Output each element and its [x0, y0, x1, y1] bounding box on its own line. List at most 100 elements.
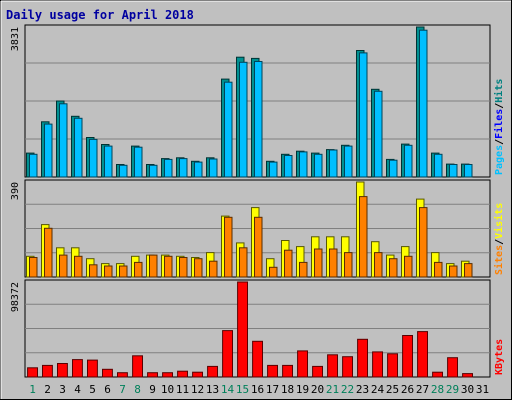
bar-kbytes-day-29 [447, 357, 459, 378]
bar-kbytes-day-22 [342, 356, 354, 378]
bar-kbytes-day-25 [387, 353, 399, 378]
bar-kbytes-day-15 [237, 281, 249, 378]
x-tick-label-day-29: 29 [446, 383, 459, 396]
bar-files-day-3 [59, 103, 68, 178]
bar-sites-day-19 [299, 261, 308, 278]
bar-sites-day-29 [449, 265, 458, 278]
bar-kbytes-day-20 [312, 365, 324, 378]
legend: KBytes [494, 339, 505, 375]
legend-item: Sites [493, 245, 505, 275]
panel-sites-visits: 390 Sites/Visits [10, 179, 505, 278]
x-tick-label-day-22: 22 [341, 383, 354, 396]
bar-sites-day-1 [29, 257, 38, 278]
bar-kbytes-day-27 [417, 331, 429, 378]
legend-item: KBytes [494, 339, 505, 375]
x-tick-label-day-25: 25 [386, 383, 399, 396]
bar-files-day-20 [314, 153, 323, 178]
bar-files-day-10 [164, 158, 173, 178]
bar-sites-day-17 [269, 266, 278, 278]
bar-files-day-12 [194, 161, 203, 178]
bar-kbytes-day-13 [207, 365, 219, 378]
chart-panels: 3831Pages/Files/Hits390Sites/Visits98372… [10, 24, 505, 378]
bar-files-day-13 [209, 158, 218, 178]
bar-kbytes-day-23 [357, 338, 369, 378]
legend-item: Hits [493, 79, 505, 103]
bar-kbytes-day-21 [327, 354, 339, 378]
bar-files-day-4 [74, 117, 83, 178]
bar-kbytes-day-6 [102, 368, 113, 378]
bar-kbytes-day-19 [297, 350, 309, 378]
bar-files-day-28 [434, 153, 443, 178]
x-tick-label-day-13: 13 [206, 383, 219, 396]
x-tick-label-day-8: 8 [134, 383, 141, 396]
bar-sites-day-3 [59, 254, 68, 278]
bar-kbytes-day-30 [462, 373, 474, 378]
x-tick-label-day-11: 11 [176, 383, 189, 396]
bar-sites-day-2 [44, 227, 53, 278]
bar-kbytes-day-8 [132, 355, 144, 378]
x-tick-label-day-20: 20 [311, 383, 324, 396]
panel-kbytes: 98372 KBytes [10, 279, 505, 378]
bar-files-day-1 [29, 153, 38, 178]
bar-kbytes-day-14 [222, 330, 234, 378]
bar-sites-day-27 [419, 207, 428, 278]
bar-sites-day-26 [404, 255, 413, 278]
bar-kbytes-day-9 [147, 372, 159, 378]
bar-sites-day-7 [119, 265, 128, 278]
x-tick-label-day-7: 7 [119, 383, 126, 396]
bar-kbytes-day-10 [162, 372, 174, 378]
bar-files-day-5 [89, 138, 98, 178]
bar-sites-day-14 [224, 216, 233, 278]
x-tick-label-day-26: 26 [401, 383, 414, 396]
x-tick-label-day-9: 9 [149, 383, 156, 396]
bar-kbytes-day-5 [87, 359, 98, 378]
bar-files-day-9 [149, 164, 158, 178]
y-max-label: 98372 [10, 282, 21, 312]
bar-sites-day-22 [344, 252, 353, 278]
legend-item: Pages [494, 145, 505, 175]
x-tick-label-day-31: 31 [476, 383, 489, 396]
bar-sites-day-12 [194, 258, 203, 278]
bar-files-day-26 [404, 144, 413, 178]
legend-item: Files [493, 109, 505, 139]
legend-separator: / [494, 139, 505, 145]
x-tick-label-day-27: 27 [416, 383, 429, 396]
bar-sites-day-15 [239, 247, 248, 278]
x-tick-label-day-4: 4 [74, 383, 81, 396]
bar-sites-day-6 [104, 265, 113, 278]
bar-sites-day-21 [329, 248, 338, 278]
bar-sites-day-28 [434, 261, 443, 278]
bar-kbytes-day-7 [117, 372, 128, 378]
bar-kbytes-day-1 [27, 367, 38, 378]
bar-sites-day-18 [284, 249, 293, 278]
bar-sites-day-23 [359, 196, 368, 278]
bar-files-day-23 [359, 52, 368, 178]
x-tick-label-day-21: 21 [326, 383, 339, 396]
bar-sites-day-8 [134, 261, 143, 278]
bar-kbytes-day-16 [252, 340, 264, 378]
bar-files-day-6 [104, 145, 113, 178]
bar-kbytes-day-2 [42, 364, 53, 378]
legend-item: Visits [493, 203, 505, 239]
bar-files-day-24 [374, 90, 383, 178]
bar-sites-day-10 [164, 255, 173, 278]
bar-kbytes-day-18 [282, 364, 294, 378]
legend-separator: / [494, 239, 505, 245]
bar-files-day-22 [344, 145, 353, 178]
bar-sites-day-30 [464, 263, 473, 278]
x-tick-label-day-1: 1 [29, 383, 36, 396]
bar-sites-day-11 [179, 257, 188, 278]
bar-kbytes-day-26 [402, 335, 414, 378]
x-tick-label-day-6: 6 [104, 383, 111, 396]
bar-kbytes-day-3 [57, 363, 68, 378]
x-tick-label-day-17: 17 [266, 383, 279, 396]
bar-sites-day-16 [254, 216, 263, 278]
y-max-label: 390 [10, 182, 21, 200]
x-tick-label-day-3: 3 [59, 383, 66, 396]
bar-sites-day-13 [209, 260, 218, 278]
x-tick-label-day-28: 28 [431, 383, 444, 396]
bar-files-day-8 [134, 146, 143, 178]
bar-files-day-18 [284, 155, 293, 178]
